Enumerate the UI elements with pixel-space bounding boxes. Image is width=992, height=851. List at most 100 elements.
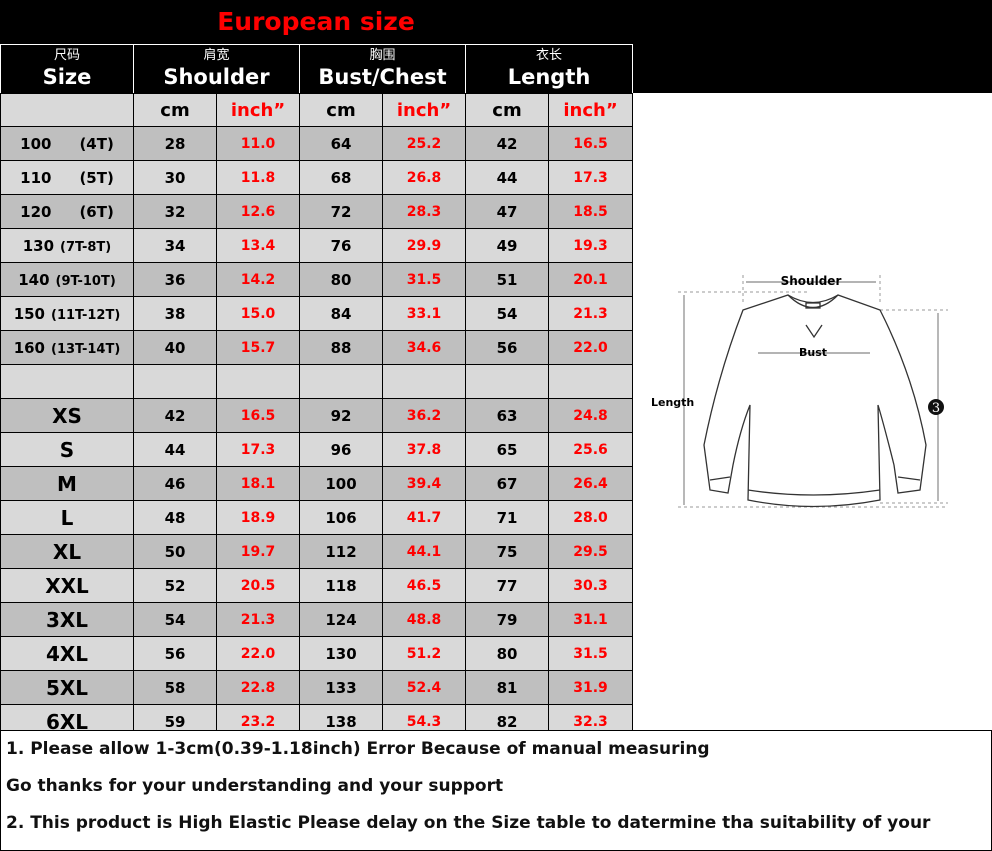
l-in-cell: 31.9 [548,670,634,705]
b-cm-cell: 133 [299,670,384,705]
note-2: Go thanks for your understanding and you… [6,776,504,796]
b-cm-cell: 112 [299,534,384,569]
marker-icon [928,399,944,415]
b-in-cell: 31.5 [382,262,467,297]
units-row: cm inch” cm inch” cm inch” [0,93,634,127]
s-cm-cell: 30 [133,160,217,195]
l-cm-cell: 75 [465,534,550,569]
l-in-cell: 21.3 [548,296,634,331]
l-in-cell: 31.1 [548,602,634,637]
l-in-cell: 18.5 [548,194,634,229]
size-value: 120 [20,202,52,221]
table-row: XXL 52 20.5 118 46.5 77 30.3 [0,568,634,603]
s-cm-cell: 40 [133,330,217,365]
b-in-cell: 33.1 [382,296,467,331]
header-shoulder: 肩宽 Shoulder [132,44,301,94]
table-row: 130 (7T-8T) 34 13.4 76 29.9 49 19.3 [0,228,634,263]
l-cm-cell: 54 [465,296,550,331]
size-alt: (6T) [79,202,114,221]
unit-inch: inch” [548,93,634,127]
size-cell: 3XL [0,602,134,637]
b-in-cell: 46.5 [382,568,467,603]
size-cell: 130 (7T-8T) [0,228,134,263]
size-value: 140 [18,270,50,289]
l-in-cell [548,364,634,399]
s-cm-cell [133,364,217,399]
b-in-cell: 37.8 [382,432,467,467]
b-cm-cell: 76 [299,228,384,263]
l-in-cell: 24.8 [548,398,634,433]
s-in-cell: 22.8 [215,670,301,705]
s-in-cell: 11.8 [215,160,301,195]
size-cell: 140 (9T-10T) [0,262,134,297]
l-cm-cell: 49 [465,228,550,263]
b-in-cell: 48.8 [382,602,467,637]
size-value: 110 [20,168,52,187]
l-cm-cell: 47 [465,194,550,229]
b-cm-cell: 130 [299,636,384,671]
l-cm-cell: 63 [465,398,550,433]
b-cm-cell: 80 [299,262,384,297]
s-in-cell: 14.2 [215,262,301,297]
b-cm-cell: 64 [299,126,384,161]
l-cm-cell: 44 [465,160,550,195]
table-row: S 44 17.3 96 37.8 65 25.6 [0,432,634,467]
b-cm-cell: 124 [299,602,384,637]
table-row: 100 (4T) 28 11.0 64 25.2 42 16.5 [0,126,634,161]
b-in-cell: 28.3 [382,194,467,229]
size-cell: 5XL [0,670,134,705]
l-cm-cell: 42 [465,126,550,161]
s-in-cell: 22.0 [215,636,301,671]
l-in-cell: 29.5 [548,534,634,569]
b-in-cell: 29.9 [382,228,467,263]
b-cm-cell [299,364,384,399]
b-in-cell: 34.6 [382,330,467,365]
s-cm-cell: 32 [133,194,217,229]
s-in-cell: 20.5 [215,568,301,603]
b-cm-cell: 92 [299,398,384,433]
l-in-cell: 28.0 [548,500,634,535]
l-cm-cell: 79 [465,602,550,637]
size-cell: 100 (4T) [0,126,134,161]
size-value: 160 [13,338,45,357]
s-cm-cell: 36 [133,262,217,297]
size-cell: L [0,500,134,535]
s-in-cell: 16.5 [215,398,301,433]
b-cm-cell: 96 [299,432,384,467]
l-in-cell: 19.3 [548,228,634,263]
l-in-cell: 16.5 [548,126,634,161]
s-in-cell: 13.4 [215,228,301,263]
size-cell: 150 (11T-12T) [0,296,134,331]
table-row: 150 (11T-12T) 38 15.0 84 33.1 54 21.3 [0,296,634,331]
table-row [0,364,634,399]
s-cm-cell: 52 [133,568,217,603]
s-cm-cell: 46 [133,466,217,501]
header-length: 衣长 Length [465,44,634,94]
s-cm-cell: 48 [133,500,217,535]
b-cm-cell: 72 [299,194,384,229]
l-cm-cell: 56 [465,330,550,365]
chart-title: European size [217,7,415,36]
s-in-cell: 18.1 [215,466,301,501]
size-alt: (5T) [79,168,114,187]
size-value: 130 [22,236,55,255]
size-alt: (13T-14T) [51,341,121,357]
table-row: 5XL 58 22.8 133 52.4 81 31.9 [0,670,634,705]
marker-label: 3 [932,401,940,416]
size-cell: 4XL [0,636,134,671]
l-cm-cell: 81 [465,670,550,705]
table-row: 120 (6T) 32 12.6 72 28.3 47 18.5 [0,194,634,229]
s-cm-cell: 50 [133,534,217,569]
table-row: XL 50 19.7 112 44.1 75 29.5 [0,534,634,569]
b-cm-cell: 106 [299,500,384,535]
b-in-cell [382,364,467,399]
note-1: 1. Please allow 1-3cm(0.39-1.18inch) Err… [6,739,710,759]
header-size: 尺码 Size [0,44,134,94]
b-cm-cell: 118 [299,568,384,603]
s-in-cell: 18.9 [215,500,301,535]
size-alt: (11T-12T) [51,307,121,323]
s-cm-cell: 34 [133,228,217,263]
b-in-cell: 26.8 [382,160,467,195]
size-alt: (9T-10T) [55,273,116,289]
b-cm-cell: 84 [299,296,384,331]
